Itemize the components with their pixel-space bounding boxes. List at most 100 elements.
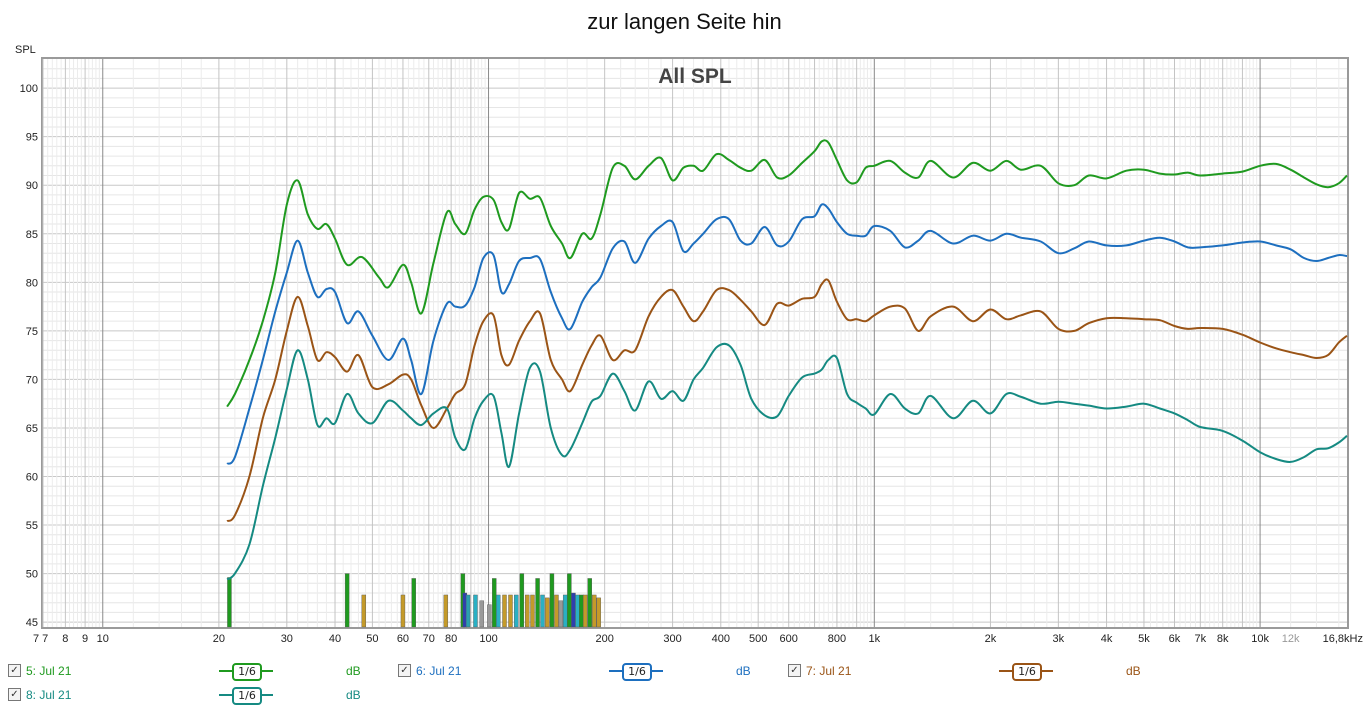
x-tick-label: 400 <box>712 633 730 645</box>
bar-mark <box>571 592 576 628</box>
bar-mark <box>540 594 545 628</box>
bar-mark <box>361 594 367 628</box>
x-tick-label: 9 <box>82 633 88 645</box>
x-tick-label: 10k <box>1251 633 1269 645</box>
bar-mark <box>443 594 449 628</box>
y-tick-label: 80 <box>26 277 38 289</box>
bar-mark <box>530 594 535 628</box>
series-line <box>226 342 1348 581</box>
x-tick-label: 1k <box>868 633 880 645</box>
y-tick-label: 100 <box>20 83 38 95</box>
plot-area[interactable] <box>41 57 1349 629</box>
legend-entry: ✓ 5: Jul 21 1/6 dB <box>0 661 1369 681</box>
x-tick-label: 5k <box>1138 633 1150 645</box>
x-tick-label: 3k <box>1053 633 1065 645</box>
bar-mark <box>502 594 507 628</box>
series-visibility-checkbox[interactable]: ✓ <box>788 664 801 677</box>
legend-unit: dB <box>736 664 751 678</box>
bar-mark <box>400 594 406 628</box>
y-tick-label: 50 <box>26 569 38 581</box>
x-tick-label: 7 7 <box>33 633 48 645</box>
y-tick-label: 70 <box>26 374 38 386</box>
x-tick-label: 100 <box>479 633 497 645</box>
smoothing-label: 1/6 <box>232 663 262 681</box>
bar-mark <box>549 573 555 628</box>
x-tick-label: 12k <box>1282 633 1300 645</box>
legend-unit: dB <box>1126 664 1141 678</box>
series-visibility-checkbox[interactable]: ✓ <box>8 688 21 701</box>
x-tick-label: 50 <box>366 633 378 645</box>
bar-marks <box>227 573 601 628</box>
bar-mark <box>596 597 601 628</box>
legend-unit: dB <box>346 664 361 678</box>
x-tick-label: 40 <box>329 633 341 645</box>
bar-mark <box>558 600 564 628</box>
x-tick-label: 600 <box>780 633 798 645</box>
y-tick-label: 60 <box>26 472 38 484</box>
x-tick-label: 2k <box>985 633 997 645</box>
x-tick-label: 7k <box>1195 633 1207 645</box>
bar-mark <box>473 594 478 628</box>
bar-mark <box>227 577 232 628</box>
smoothing-label: 1/6 <box>622 663 652 681</box>
x-tick-label: 500 <box>749 633 767 645</box>
chart-title: zur langen Seite hin <box>587 9 782 34</box>
x-tick-label: 20 <box>213 633 225 645</box>
y-tick-label: 45 <box>26 617 38 629</box>
y-tick-label: 55 <box>26 520 38 532</box>
series-line <box>226 278 1348 523</box>
smoothing-selector[interactable]: 1/6 <box>219 661 273 681</box>
y-tick-labels: 45 50 55 60 65 70 75 80 85 90 95 100 <box>20 83 38 629</box>
bar-mark <box>514 594 519 628</box>
x-tick-label: 8 <box>62 633 68 645</box>
bar-mark <box>582 594 588 628</box>
series-lines <box>226 139 1348 581</box>
bar-mark <box>587 578 592 628</box>
legend-entry: ✓ 6: Jul 21 1/6 dB <box>0 661 1369 681</box>
x-tick-label: 4k <box>1101 633 1113 645</box>
x-tick-label: 10 <box>97 633 109 645</box>
bar-mark <box>411 578 416 628</box>
x-tick-label: 30 <box>281 633 293 645</box>
bar-mark <box>579 594 584 628</box>
bar-mark <box>487 604 492 628</box>
bar-mark <box>344 573 350 628</box>
smoothing-label: 1/6 <box>232 687 262 705</box>
x-tick-label: 200 <box>595 633 613 645</box>
legend-label: 7: Jul 21 <box>806 664 852 678</box>
x-tick-label: 300 <box>663 633 681 645</box>
smoothing-selector[interactable]: 1/6 <box>999 661 1053 681</box>
bar-mark <box>496 594 501 628</box>
series-visibility-checkbox[interactable]: ✓ <box>398 664 411 677</box>
spl-chart[interactable]: 45 50 55 60 65 70 75 80 85 90 95 100 7 7 8 9 10 20 30 40 5… <box>0 0 1369 660</box>
legend-label: 6: Jul 21 <box>416 664 462 678</box>
series-visibility-checkbox[interactable]: ✓ <box>8 664 21 677</box>
bar-mark <box>508 594 513 628</box>
y-tick-label: 85 <box>26 229 38 241</box>
legend-entry: ✓ 7: Jul 21 1/6 dB <box>0 661 1369 681</box>
y-tick-label: 95 <box>26 132 38 144</box>
x-tick-label: 800 <box>828 633 846 645</box>
y-tick-label: 75 <box>26 326 38 338</box>
x-tick-label: 6k <box>1169 633 1181 645</box>
legend-entry: ✓ 8: Jul 21 1/6 dB <box>0 685 1369 705</box>
legend-unit: dB <box>346 688 361 702</box>
bar-mark <box>545 597 550 628</box>
bar-mark <box>592 594 597 628</box>
smoothing-selector[interactable]: 1/6 <box>609 661 663 681</box>
y-tick-label: 65 <box>26 423 38 435</box>
legend-label: 5: Jul 21 <box>26 664 72 678</box>
bar-mark <box>465 594 471 628</box>
bar-mark <box>492 578 497 628</box>
smoothing-selector[interactable]: 1/6 <box>219 685 273 705</box>
bar-mark <box>575 594 580 628</box>
x-tick-label: 60 <box>397 633 409 645</box>
x-tick-labels: 7 7 8 9 10 20 30 40 50 60 70 80 100 200 300 400 500 600 8… <box>33 633 1363 645</box>
bar-mark <box>567 573 572 628</box>
bar-mark <box>562 594 568 628</box>
smoothing-label: 1/6 <box>1012 663 1042 681</box>
bar-mark <box>535 578 540 628</box>
x-tick-label: 8k <box>1217 633 1229 645</box>
x-tick-label: 16,8kHz <box>1323 633 1363 645</box>
x-tick-label: 70 <box>423 633 435 645</box>
